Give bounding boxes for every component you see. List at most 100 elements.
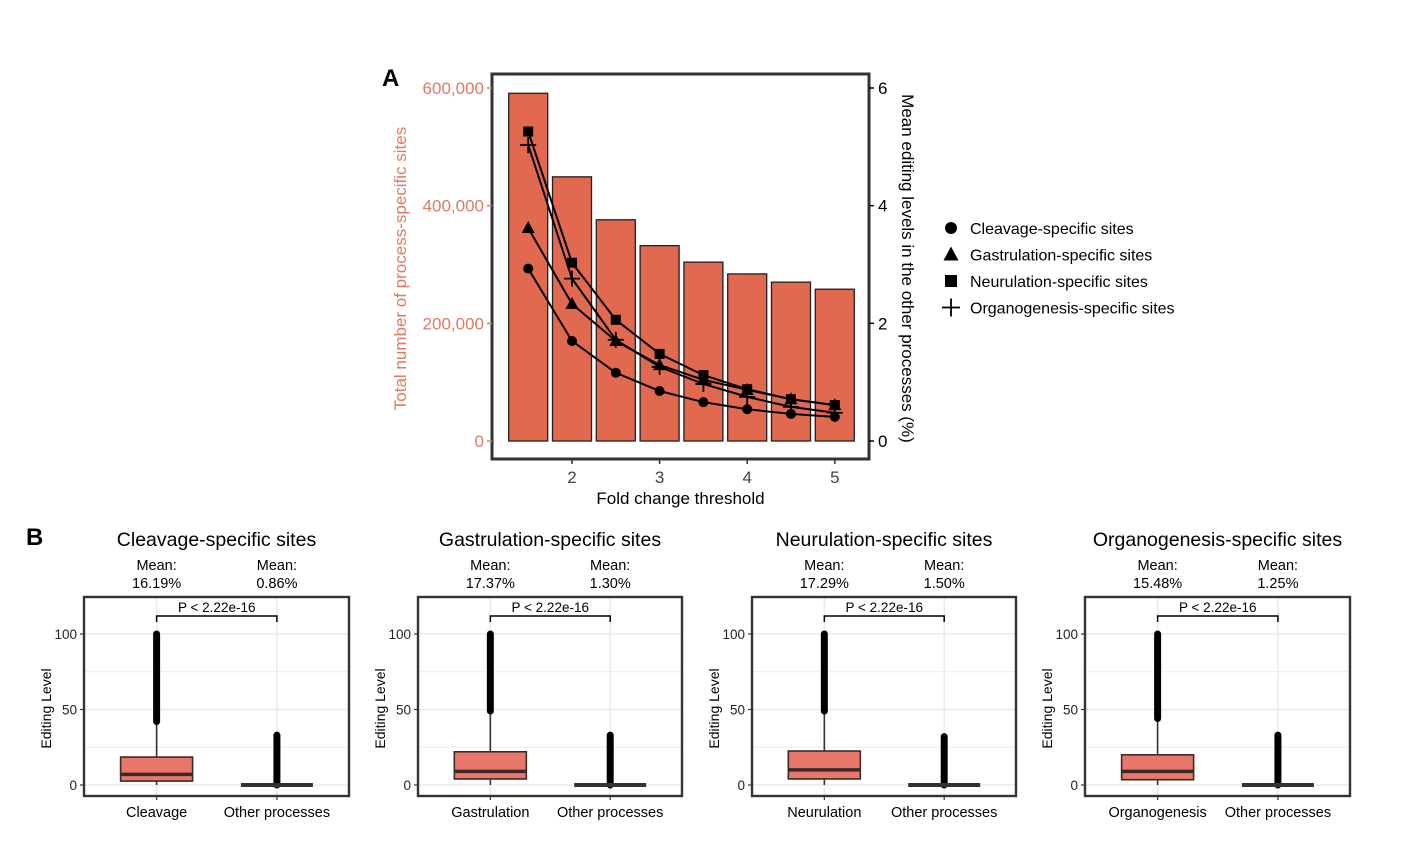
panel-b-charts: Cleavage-specific sites Mean: 16.19% Cleava…: [38, 529, 1352, 821]
p-value-label: P < 2.22e-16: [178, 600, 255, 615]
significance-bracket: [1156, 615, 1279, 622]
point-plus: [651, 358, 668, 375]
x-tick-label: 5: [830, 468, 839, 487]
bar: [551, 176, 593, 442]
mean-value: 15.48%: [1133, 576, 1182, 592]
x-tick-label: Gastrulation: [451, 805, 529, 821]
y-tick-label: 600,000: [423, 79, 484, 98]
y-tick-label: 100: [388, 627, 411, 642]
y-tick-label: 100: [1055, 627, 1078, 642]
point-plus: [564, 270, 580, 287]
box: [1120, 753, 1195, 781]
mean-value: 1.30%: [590, 576, 631, 592]
point-plus: [607, 331, 624, 348]
bar: [727, 273, 768, 442]
legend-plus-icon: [942, 298, 960, 317]
panel-a-legend: Cleavage-specific sites Gastrulation-spec…: [942, 221, 1175, 318]
p-value-label: P < 2.22e-16: [846, 600, 923, 615]
x-tick-label: 2: [567, 468, 576, 487]
plot-frame: [416, 595, 684, 798]
x-tick-label: Organogenesis: [1108, 805, 1206, 821]
point-circle: [567, 335, 577, 346]
box: [119, 756, 194, 782]
mean-value: 17.37%: [466, 576, 515, 592]
point-square: [698, 370, 709, 381]
mean-value: 17.29%: [800, 576, 849, 592]
y-axis-title: Editing Level: [706, 668, 722, 748]
panel-a-chart: 0 200,000 400,000 600,000 0 2 4 6 2 3 4 5 Fold chang…: [391, 72, 917, 508]
mean-value: 16.19%: [132, 576, 181, 592]
point-square: [610, 314, 621, 325]
y2-tick-label: 2: [878, 314, 887, 333]
y-tick-label: 50: [1063, 703, 1078, 718]
mean-label: Mean:: [804, 558, 844, 574]
boxplot-subplot: Cleavage-specific sites Mean: 16.19% Cleava…: [38, 529, 351, 821]
point-square: [654, 348, 665, 359]
legend-triangle-icon: [943, 246, 959, 261]
y-tick-label: 50: [396, 703, 411, 718]
x-tick-label: Other processes: [224, 805, 330, 821]
point-plus: [520, 137, 537, 154]
point-circle: [742, 404, 753, 415]
y-tick-label: 400,000: [423, 197, 484, 216]
mean-value: 1.50%: [924, 576, 965, 592]
y-tick-label: 0: [737, 778, 745, 793]
y-tick-label: 0: [1070, 778, 1078, 793]
y-tick-label: 50: [62, 703, 77, 718]
y-tick-label: 0: [475, 432, 484, 451]
mean-value: 0.86%: [256, 576, 297, 592]
plot-frame: [490, 72, 871, 461]
mean-label: Mean:: [1258, 558, 1298, 574]
boxplot-subplot: Organogenesis-specific sites Mean: 15.48% O…: [1039, 529, 1352, 821]
x-tick-label: 3: [655, 468, 664, 487]
point-triangle: [521, 221, 535, 234]
y2-tick-label: 6: [878, 79, 887, 98]
x-tick-label: 4: [742, 468, 751, 487]
series-line: [527, 144, 835, 414]
point-circle: [698, 397, 709, 408]
y-tick-label: 100: [722, 627, 745, 642]
plot-frame: [1083, 595, 1352, 798]
bar: [683, 261, 724, 442]
plot-frame: [82, 595, 351, 798]
mean-label: Mean:: [590, 558, 630, 574]
y-axis-title: Editing Level: [372, 668, 388, 748]
legend-label: Cleavage-specific sites: [970, 221, 1134, 238]
y2-tick-label: 4: [878, 197, 887, 216]
point-plus: [739, 388, 756, 405]
panel-a-label: A: [382, 65, 399, 92]
plot-frame: [750, 595, 1018, 798]
subplot-title: Organogenesis-specific sites: [1093, 529, 1343, 551]
x-tick-label: Other processes: [557, 805, 663, 821]
subplot-title: Cleavage-specific sites: [117, 529, 317, 551]
boxplot-subplot: Gastrulation-specific sites Mean: 17.37% Ga…: [372, 529, 684, 821]
y-tick-label: 100: [54, 627, 77, 642]
y-axis-title: Total number of process-specific sites: [391, 127, 410, 410]
point-square: [523, 126, 534, 137]
p-value-label: P < 2.22e-16: [512, 600, 589, 615]
mean-label: Mean:: [136, 558, 176, 574]
panel-b-label: B: [26, 524, 43, 551]
point-plus: [826, 404, 843, 421]
p-value-label: P < 2.22e-16: [1179, 600, 1256, 615]
mean-label: Mean:: [257, 558, 297, 574]
boxplot-subplot: Neurulation-specific sites Mean: 17.29% Neu…: [706, 529, 1018, 821]
point-circle: [523, 263, 534, 274]
legend-square-icon: [945, 275, 957, 287]
significance-bracket: [823, 615, 945, 622]
point-circle: [610, 367, 621, 378]
point-square: [567, 257, 577, 268]
point-plus: [783, 398, 799, 415]
x-tick-label: Other processes: [891, 805, 997, 821]
subplot-title: Neurulation-specific sites: [776, 529, 993, 551]
box: [787, 750, 862, 780]
y-axis-title: Editing Level: [38, 668, 54, 748]
series-line: [527, 131, 835, 407]
legend-label: Neurulation-specific sites: [970, 274, 1148, 291]
y2-axis-title: Mean editing levels in the other process…: [898, 94, 917, 443]
y-axis-title: Editing Level: [1039, 668, 1055, 748]
x-tick-label: Neurulation: [787, 805, 861, 821]
x-tick-label: Other processes: [1225, 805, 1331, 821]
mean-value: 1.25%: [1257, 576, 1298, 592]
